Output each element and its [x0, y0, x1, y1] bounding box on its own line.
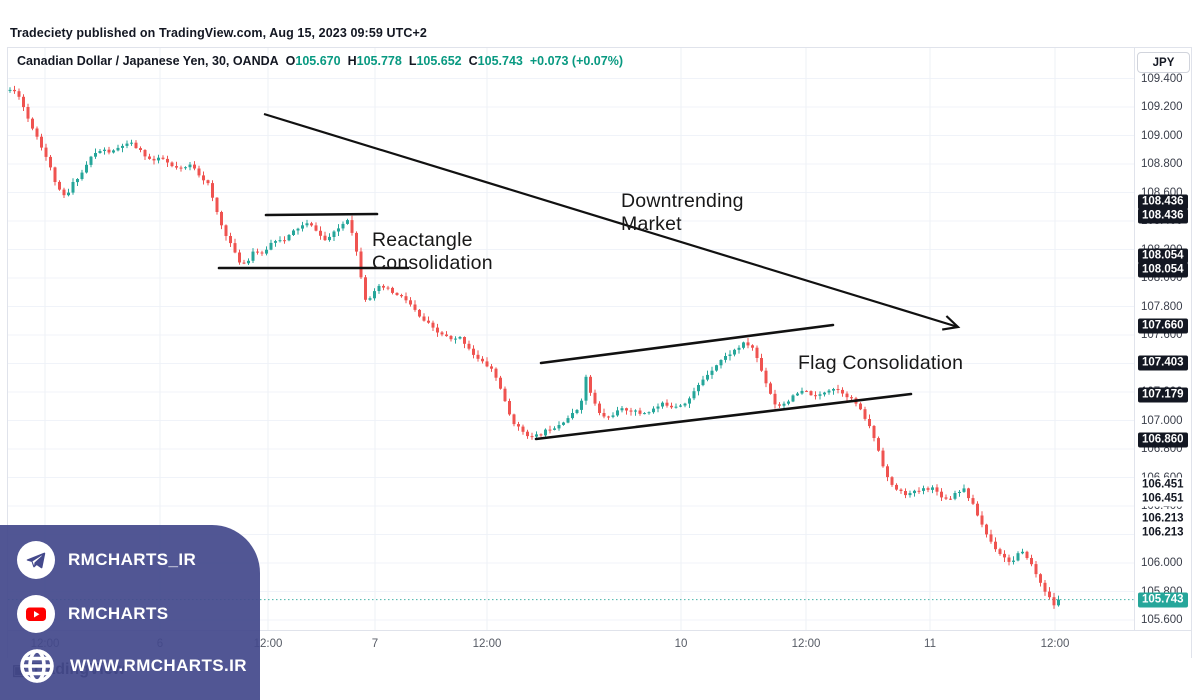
- legend-symbol: Canadian Dollar / Japanese Yen, 30, OAND…: [17, 54, 279, 68]
- price-level-badge: 106.213: [1138, 511, 1188, 527]
- flag-consolidation-label: Flag Consolidation: [798, 352, 964, 374]
- price-axis-label: 109.200: [1141, 101, 1183, 113]
- flag-top: [539, 323, 835, 365]
- price-level-badge: 106.213: [1138, 525, 1188, 541]
- brand-link-rmcharts: RMCHARTS: [17, 594, 168, 634]
- rectangle-top: [264, 212, 379, 217]
- price-level-badge: 107.179: [1138, 387, 1188, 403]
- brand-label: WWW.RMCHARTS.IR: [70, 656, 247, 675]
- price-level-badge: 108.054: [1138, 262, 1188, 278]
- price-axis-label: 107.000: [1141, 414, 1183, 427]
- price-level-badge: 106.451: [1138, 491, 1188, 507]
- time-axis-label: 7: [371, 638, 379, 650]
- price-level-badge: 106.860: [1138, 432, 1188, 448]
- price-axis-label: 107.800: [1141, 300, 1183, 313]
- chart-legend[interactable]: Canadian Dollar / Japanese Yen, 30, OAND…: [17, 54, 623, 68]
- brand-link-rmcharts-ir: RMCHARTS_IR: [17, 540, 196, 580]
- time-axis-label: 12:00: [791, 638, 821, 650]
- last-price-badge: 105.743: [1138, 592, 1188, 608]
- price-axis-label: 109.000: [1141, 129, 1183, 142]
- downtrending-market-label: Downtrending Market: [621, 190, 744, 235]
- branding-overlay: RMCHARTS_IR RMCHARTS WWW.RMCHARTS.IR: [0, 525, 260, 700]
- price-level-badge: 107.403: [1138, 355, 1188, 371]
- price-axis-label: 106.000: [1141, 557, 1183, 569]
- attribution-text: Tradeciety published on TradingView.com,…: [10, 26, 427, 40]
- time-axis-label: 12:00: [253, 638, 283, 650]
- time-axis-label: 12:00: [472, 638, 502, 650]
- downtrend-arrow: [263, 112, 961, 331]
- legend-l-value: L105.652: [408, 54, 462, 68]
- price-scale[interactable]: 105.600105.800106.000106.200106.400106.6…: [1134, 48, 1191, 630]
- brand-label: RMCHARTS: [68, 604, 169, 623]
- price-axis-label: 105.600: [1141, 614, 1183, 626]
- brand-label: RMCHARTS_IR: [68, 550, 197, 569]
- price-level-badge: 108.054: [1138, 248, 1188, 264]
- youtube-icon: [17, 595, 55, 633]
- time-axis-label: 11: [924, 638, 936, 650]
- time-axis-label: 10: [674, 638, 688, 650]
- legend-h-value: H105.778: [347, 54, 402, 68]
- price-level-badge: 107.660: [1138, 318, 1188, 334]
- rectangle-consolidation-label: Reactangle Consolidation: [372, 229, 493, 274]
- telegram-icon: [17, 541, 55, 579]
- time-axis-label: 12:00: [1040, 638, 1070, 650]
- legend-change: +0.073 (+0.07%): [529, 54, 623, 68]
- brand-link-www-rmcharts-ir: WWW.RMCHARTS.IR: [17, 646, 247, 686]
- currency-toggle-button[interactable]: JPY: [1137, 52, 1190, 73]
- price-level-badge: 108.436: [1138, 208, 1188, 224]
- globe-icon: [17, 646, 57, 686]
- price-axis-label: 109.400: [1141, 72, 1183, 85]
- price-level-badge: 106.451: [1138, 477, 1188, 493]
- price-axis-label: 108.800: [1141, 158, 1183, 170]
- legend-c-value: C105.743: [468, 54, 523, 68]
- price-level-badge: 108.436: [1138, 194, 1188, 210]
- flag-bottom: [534, 392, 913, 441]
- legend-o-value: O105.670: [285, 54, 341, 68]
